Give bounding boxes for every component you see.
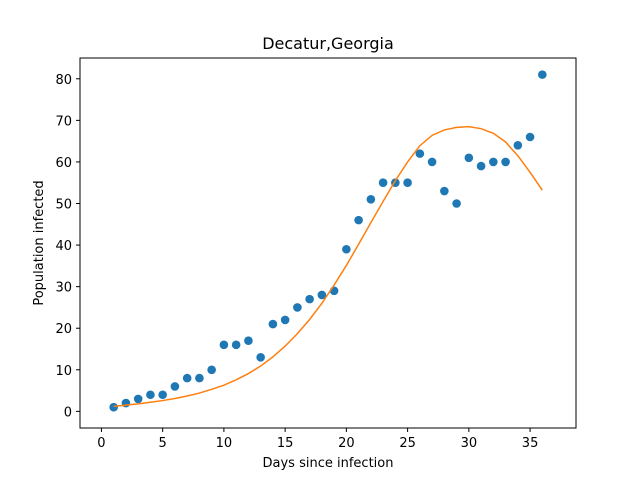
y-tick-label: 40 [55,239,72,254]
x-axis-label: Days since infection [263,456,394,471]
plot-area [109,70,547,412]
chart-title: Decatur,Georgia [262,34,394,53]
data-point [513,141,523,150]
x-tick-label: 10 [216,436,233,451]
data-point [525,132,535,142]
y-tick-label: 70 [55,114,72,129]
x-tick-label: 5 [159,436,167,451]
data-point [452,199,461,208]
data-point [305,294,314,304]
x-tick-label: 0 [97,436,105,451]
data-point [268,319,278,329]
data-point [293,303,302,312]
y-tick-label: 30 [55,281,72,296]
data-point [342,244,351,254]
data-point [182,373,192,383]
x-tick-label: 30 [461,436,478,451]
data-point [440,186,449,196]
data-point [476,161,486,171]
data-point [219,340,229,350]
data-point [231,340,241,350]
y-tick-label: 10 [55,364,72,379]
data-point [464,153,474,163]
x-tick-label: 25 [399,436,416,451]
y-tick-label: 50 [55,198,72,213]
data-point [170,382,180,391]
x-tick-label: 35 [522,436,539,451]
y-tick-label: 60 [55,156,72,171]
data-point [207,365,216,375]
data-point [427,157,437,167]
y-tick-label: 20 [55,322,72,337]
data-point [366,195,376,204]
data-point [158,390,167,400]
x-tick-label: 20 [338,436,355,451]
data-point [133,394,143,404]
data-point [403,178,412,188]
data-point [109,402,118,412]
x-tick-label: 15 [277,436,294,451]
data-point [195,373,204,383]
data-point [489,157,498,167]
data-point [538,70,547,79]
data-point [415,149,425,158]
y-tick-label: 80 [55,73,72,88]
data-point [378,178,388,188]
data-point [354,215,363,225]
data-point [280,315,290,325]
data-point [501,157,510,167]
x-axis: 0 5 10 15 20 25 30 35 [97,428,538,451]
axes-frame [79,57,577,429]
y-axis: 0 10 20 30 40 50 60 70 80 [55,73,80,420]
data-point [244,336,253,346]
data-point [256,353,265,362]
data-point [317,290,327,300]
fit-line [113,125,543,408]
data-point [146,390,155,400]
y-axis-label: Population infected [32,180,47,305]
y-tick-label: 0 [64,405,72,420]
